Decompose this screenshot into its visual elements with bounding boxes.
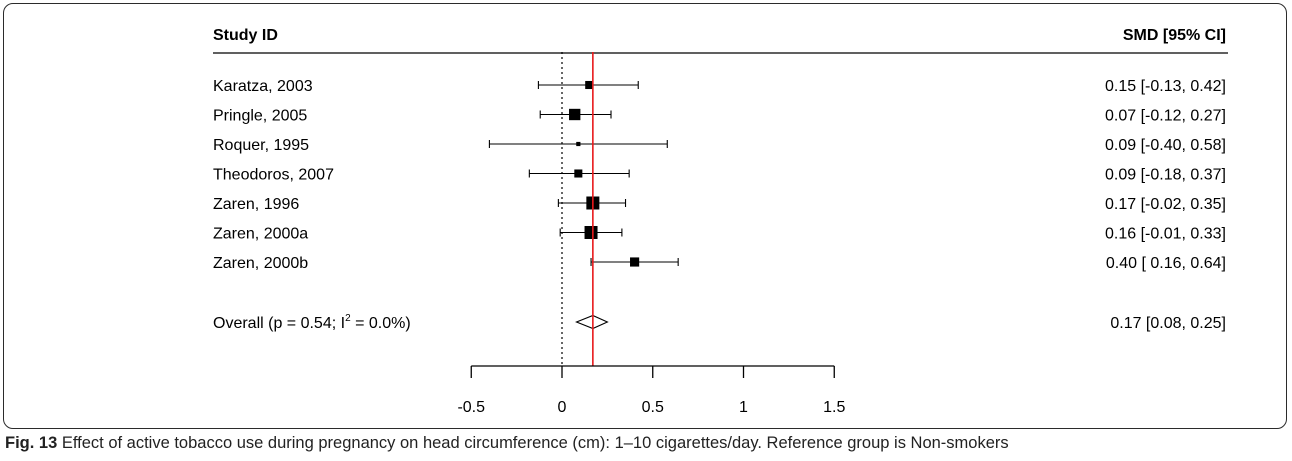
forest-plot: Study ID SMD [95% CI] Karatza, 2003 0.15 … <box>213 27 1228 416</box>
study-label: Zaren, 1996 <box>213 196 299 213</box>
study-ci-text: 0.09 [-0.18, 0.37] <box>1105 167 1226 184</box>
x-tick-label: -0.5 <box>457 399 485 416</box>
study-ci-text: 0.40 [ 0.16, 0.64] <box>1106 255 1226 272</box>
study-label: Roquer, 1995 <box>213 137 309 154</box>
x-tick-label: 0 <box>558 399 567 416</box>
point-estimate-square <box>576 141 581 147</box>
study-ci-text: 0.07 [-0.12, 0.27] <box>1105 108 1226 125</box>
point-estimate-square <box>585 80 594 90</box>
x-tick-label: 0.5 <box>642 399 664 416</box>
overall-label: Overall (p = 0.54; I2 = 0.0%) <box>213 313 411 332</box>
study-ci-text: 0.16 [-0.01, 0.33] <box>1105 226 1226 243</box>
caption-label: Fig. 13 <box>5 434 58 452</box>
header-smd-ci: SMD [95% CI] <box>1123 27 1226 44</box>
figure-caption: Fig. 13 Effect of active tobacco use dur… <box>5 434 1009 453</box>
study-label: Pringle, 2005 <box>213 108 307 125</box>
caption-text: Effect of active tobacco use during preg… <box>57 434 1009 452</box>
study-ci-text: 0.09 [-0.40, 0.58] <box>1105 137 1226 154</box>
study-label: Theodoros, 2007 <box>213 167 334 184</box>
point-estimate-square <box>569 108 581 121</box>
point-estimate-square <box>574 169 583 178</box>
header-study-id: Study ID <box>213 27 278 44</box>
study-label: Zaren, 2000b <box>213 255 308 272</box>
study-ci-text: 0.17 [-0.02, 0.35] <box>1105 196 1226 213</box>
x-tick-label: 1 <box>739 399 748 416</box>
study-label: Zaren, 2000a <box>213 226 308 243</box>
overall-diamond <box>575 314 609 330</box>
overall-ci-text: 0.17 [0.08, 0.25] <box>1110 315 1226 332</box>
point-estimate-square <box>630 257 640 267</box>
x-tick-label: 1.5 <box>823 399 845 416</box>
figure-frame <box>3 3 1287 429</box>
study-ci-text: 0.15 [-0.13, 0.42] <box>1105 78 1226 95</box>
study-label: Karatza, 2003 <box>213 78 313 95</box>
point-estimate-square <box>584 226 598 239</box>
